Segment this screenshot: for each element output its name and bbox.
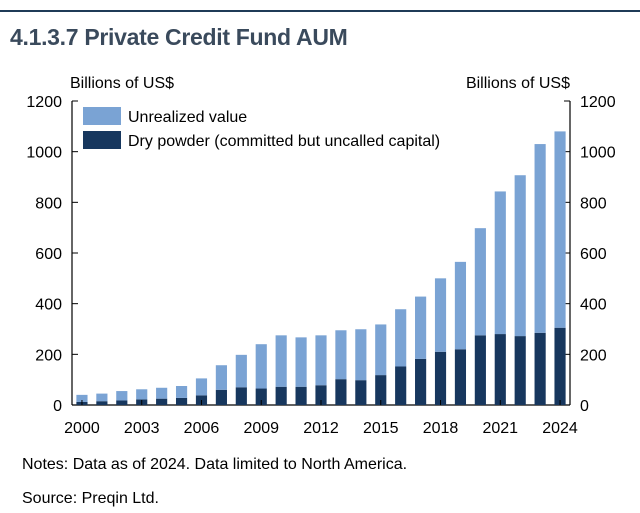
y-tick-label-left: 800 — [35, 195, 62, 212]
bar-unrealized-2017 — [415, 296, 427, 359]
y-axis-label-left: Billions of US$ — [70, 75, 174, 92]
y-tick-label-right: 200 — [580, 347, 607, 364]
bar-dry-powder-2002 — [116, 400, 128, 405]
y-tick-label-right: 600 — [580, 246, 607, 263]
bar-unrealized-2002 — [116, 391, 128, 401]
bar-dry-powder-2007 — [215, 389, 227, 405]
bar-unrealized-2016 — [395, 309, 407, 367]
y-tick-label-left: 400 — [35, 297, 62, 314]
bar-dry-powder-2008 — [235, 387, 247, 405]
top-rule — [0, 10, 640, 12]
bar-unrealized-2014 — [355, 329, 367, 381]
bar-dry-powder-2015 — [375, 375, 387, 405]
x-tick-label-2024: 2024 — [542, 420, 578, 437]
bar-dry-powder-2013 — [335, 379, 347, 405]
bar-unrealized-2021 — [494, 191, 506, 335]
bar-dry-powder-2023 — [534, 332, 546, 405]
bar-dry-powder-2024 — [554, 327, 566, 405]
bar-unrealized-2020 — [474, 228, 486, 336]
bar-dry-powder-2020 — [474, 335, 486, 405]
bar-unrealized-2009 — [255, 344, 267, 389]
bar-dry-powder-2012 — [315, 385, 327, 405]
bar-unrealized-2013 — [335, 330, 347, 380]
bar-dry-powder-2022 — [514, 336, 526, 405]
bar-unrealized-2022 — [514, 175, 526, 337]
x-tick-label-2018: 2018 — [423, 420, 459, 437]
bar-unrealized-2011 — [295, 337, 307, 387]
y-tick-label-left: 1200 — [26, 94, 62, 111]
bar-unrealized-2007 — [215, 365, 227, 390]
x-tick-label-2003: 2003 — [124, 420, 160, 437]
legend-label-1: Dry powder (committed but uncalled capit… — [128, 133, 440, 150]
y-tick-label-right: 0 — [580, 398, 589, 415]
bar-dry-powder-2014 — [355, 380, 367, 405]
y-axis-label-right: Billions of US$ — [466, 75, 570, 92]
bar-dry-powder-2001 — [96, 401, 108, 405]
x-tick-label-2021: 2021 — [482, 420, 518, 437]
bar-unrealized-2003 — [136, 389, 148, 400]
legend-swatch-0 — [83, 107, 121, 125]
bar-dry-powder-2010 — [275, 386, 287, 405]
bar-unrealized-2018 — [434, 278, 447, 352]
y-tick-label-left: 1000 — [26, 145, 62, 162]
stacked-bar-chart: Billions of US$ Billions of US$ 0 0 200 200 40… — [26, 75, 616, 437]
bar-dry-powder-2011 — [295, 386, 307, 405]
legend-swatch-1 — [83, 131, 121, 149]
bar-unrealized-2015 — [375, 324, 387, 376]
bar-unrealized-2019 — [454, 261, 467, 350]
bar-unrealized-2023 — [534, 144, 546, 333]
legend-label-0: Unrealized value — [128, 109, 247, 126]
x-tick-label-2009: 2009 — [243, 420, 279, 437]
bar-dry-powder-2017 — [415, 358, 427, 405]
y-tick-label-right: 800 — [580, 195, 607, 212]
chart-title: 4.1.3.7 Private Credit Fund AUM — [10, 24, 348, 50]
y-tick-label-right: 1200 — [580, 94, 616, 111]
bar-dry-powder-2004 — [156, 398, 168, 405]
y-tick-label-left: 200 — [35, 347, 62, 364]
bar-unrealized-2001 — [96, 393, 108, 402]
bar-unrealized-2024 — [554, 131, 566, 328]
bar-unrealized-2005 — [175, 386, 188, 398]
bar-dry-powder-2005 — [175, 397, 188, 405]
bar-dry-powder-2016 — [395, 366, 407, 405]
bar-dry-powder-2021 — [494, 334, 506, 405]
bar-unrealized-2008 — [235, 354, 247, 388]
bar-dry-powder-2019 — [454, 349, 467, 405]
bar-unrealized-2010 — [275, 335, 287, 387]
notes-text: Notes: Data as of 2024. Data limited to … — [22, 456, 408, 473]
x-tick-label-2012: 2012 — [303, 420, 339, 437]
bar-unrealized-2012 — [315, 335, 327, 386]
y-tick-label-right: 400 — [580, 297, 607, 314]
x-tick-label-2000: 2000 — [64, 420, 100, 437]
bar-unrealized-2004 — [156, 387, 168, 399]
bar-dry-powder-2009 — [255, 388, 267, 405]
source-text: Source: Preqin Ltd. — [22, 490, 159, 507]
bar-dry-powder-2018 — [434, 351, 447, 405]
x-tick-label-2015: 2015 — [363, 420, 399, 437]
bar-unrealized-2000 — [76, 394, 88, 402]
y-tick-label-left: 0 — [53, 398, 62, 415]
y-tick-label-left: 600 — [35, 246, 62, 263]
y-tick-label-right: 1000 — [580, 145, 616, 162]
bar-unrealized-2006 — [195, 378, 208, 396]
x-tick-label-2006: 2006 — [184, 420, 220, 437]
